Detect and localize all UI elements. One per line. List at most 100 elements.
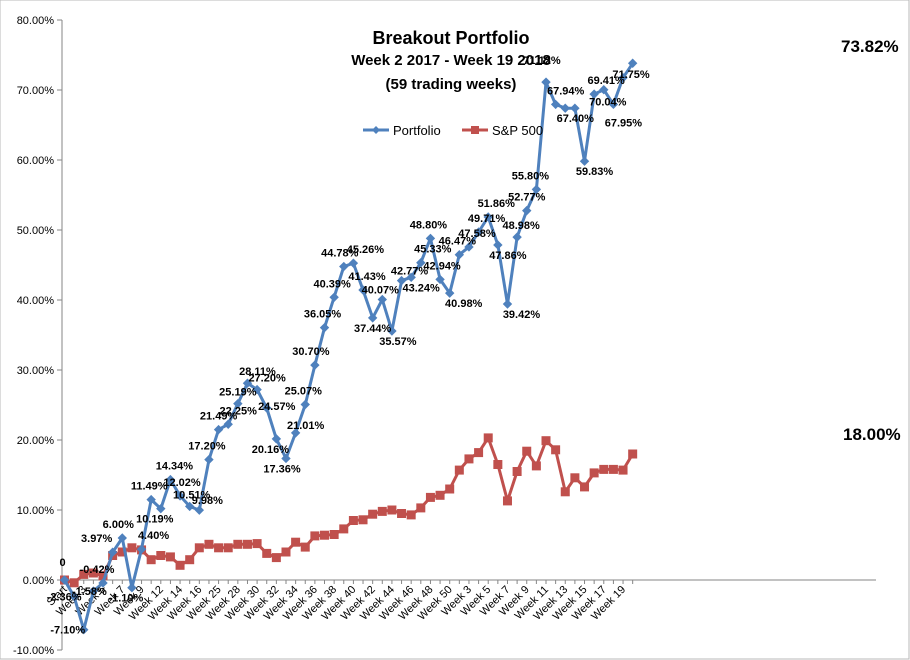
sp500-point xyxy=(599,464,609,474)
portfolio-point xyxy=(146,494,156,505)
y-tick-label: 0.00% xyxy=(23,575,54,587)
portfolio-data-label: 71.75% xyxy=(612,69,650,81)
sp500-point xyxy=(127,543,137,553)
legend: Portfolio S&P 500 xyxy=(363,123,543,138)
portfolio-data-label: 48.80% xyxy=(410,219,448,231)
portfolio-point xyxy=(483,212,493,222)
portfolio-data-label: 45.26% xyxy=(347,244,385,256)
portfolio-data-label: 41.43% xyxy=(348,271,386,283)
portfolio-data-label: 55.80% xyxy=(512,170,550,182)
sp500-point xyxy=(165,552,175,562)
sp500-point xyxy=(175,560,185,570)
sp500-point xyxy=(387,505,397,515)
sp500-point xyxy=(320,530,330,540)
portfolio-point xyxy=(310,360,320,370)
portfolio-data-label: -1.10% xyxy=(108,593,143,605)
portfolio-point xyxy=(367,313,378,323)
portfolio-point xyxy=(444,288,455,298)
sp500-point xyxy=(580,482,590,492)
y-tick-label: 60.00% xyxy=(17,155,55,167)
portfolio-data-label: 22.25% xyxy=(220,405,258,417)
sp500-point xyxy=(628,449,638,459)
sp500-point xyxy=(454,465,464,475)
sp500-point xyxy=(445,484,455,494)
portfolio-data-label: 28.11% xyxy=(239,366,276,378)
sp500-point xyxy=(223,543,233,553)
portfolio-point xyxy=(213,424,224,435)
portfolio-data-label: 46.47% xyxy=(439,236,477,248)
portfolio-data-label: 42.94% xyxy=(423,260,461,272)
sp500-point xyxy=(531,461,541,471)
portfolio-data-label: 69.41% xyxy=(587,75,625,87)
portfolio-point xyxy=(79,624,89,635)
portfolio-data-label: 67.95% xyxy=(605,117,643,129)
sp500-point xyxy=(281,547,291,557)
portfolio-point xyxy=(329,292,339,302)
portfolio-point xyxy=(599,85,609,95)
y-tick-label: -10.00% xyxy=(13,645,54,657)
sp500-point xyxy=(339,524,349,534)
portfolio-data-label: 24.57% xyxy=(258,401,296,413)
sp500-point xyxy=(233,539,243,549)
portfolio-point xyxy=(156,503,166,514)
y-tick-label: 80.00% xyxy=(17,15,55,27)
portfolio-point xyxy=(454,250,465,260)
portfolio-data-label: -0.42% xyxy=(80,564,115,576)
portfolio-point xyxy=(416,257,426,268)
portfolio-point xyxy=(512,232,522,242)
sp500-point xyxy=(425,492,435,502)
portfolio-end-label: 73.82% xyxy=(841,37,899,56)
chart-title: Breakout Portfolio xyxy=(372,28,529,48)
sp500-point xyxy=(146,555,156,565)
portfolio-point xyxy=(406,272,416,283)
portfolio-data-label: 10.51% xyxy=(173,489,211,501)
portfolio-data-label: 3.97% xyxy=(81,533,112,545)
sp500-point xyxy=(156,551,166,560)
portfolio-data-label: 40.98% xyxy=(445,298,483,310)
portfolio-point xyxy=(233,398,243,409)
legend-sp500-label: S&P 500 xyxy=(492,123,543,138)
portfolio-point xyxy=(348,258,359,268)
portfolio-point xyxy=(59,575,70,585)
portfolio-point xyxy=(319,322,330,333)
sp500-point xyxy=(368,509,378,519)
portfolio-point xyxy=(550,99,561,110)
portfolio-data-label: 14.34% xyxy=(156,461,194,473)
portfolio-data-label: 40.39% xyxy=(313,278,351,290)
sp500-point xyxy=(69,578,79,588)
portfolio-data-label: 11.49% xyxy=(131,481,168,493)
sp500-point xyxy=(242,539,252,549)
portfolio-point xyxy=(579,156,590,166)
y-tick-label: 70.00% xyxy=(17,85,55,97)
sp500-point xyxy=(300,542,310,552)
portfolio-data-label: 40.07% xyxy=(362,285,400,297)
portfolio-point xyxy=(175,491,185,501)
portfolio-point xyxy=(531,184,542,195)
portfolio-point xyxy=(570,103,580,113)
portfolio-data-label: 48.98% xyxy=(502,220,540,232)
sp500-point xyxy=(252,539,262,549)
sp500-point xyxy=(483,433,493,443)
portfolio-point xyxy=(589,89,599,99)
portfolio-data-label: 6.00% xyxy=(103,519,134,531)
y-tick-label: 10.00% xyxy=(17,505,55,517)
portfolio-point xyxy=(560,103,570,113)
portfolio-point xyxy=(88,586,99,596)
portfolio-point xyxy=(618,73,628,83)
legend-sp500-marker xyxy=(471,126,479,134)
chart-subtitle: Week 2 2017 - Week 19 2018 xyxy=(351,52,551,69)
sp500-point xyxy=(406,510,416,520)
sp500-point xyxy=(512,467,522,476)
portfolio-point xyxy=(107,547,118,557)
sp500-point xyxy=(214,543,224,553)
sp500-point xyxy=(618,465,628,475)
sp500-point xyxy=(551,445,561,455)
portfolio-point xyxy=(223,419,233,429)
portfolio-point xyxy=(204,454,214,465)
portfolio-data-label: 0 xyxy=(59,557,65,569)
series-layer xyxy=(59,58,638,635)
portfolio-point xyxy=(184,501,195,512)
portfolio-data-label: 70.04% xyxy=(589,97,627,109)
